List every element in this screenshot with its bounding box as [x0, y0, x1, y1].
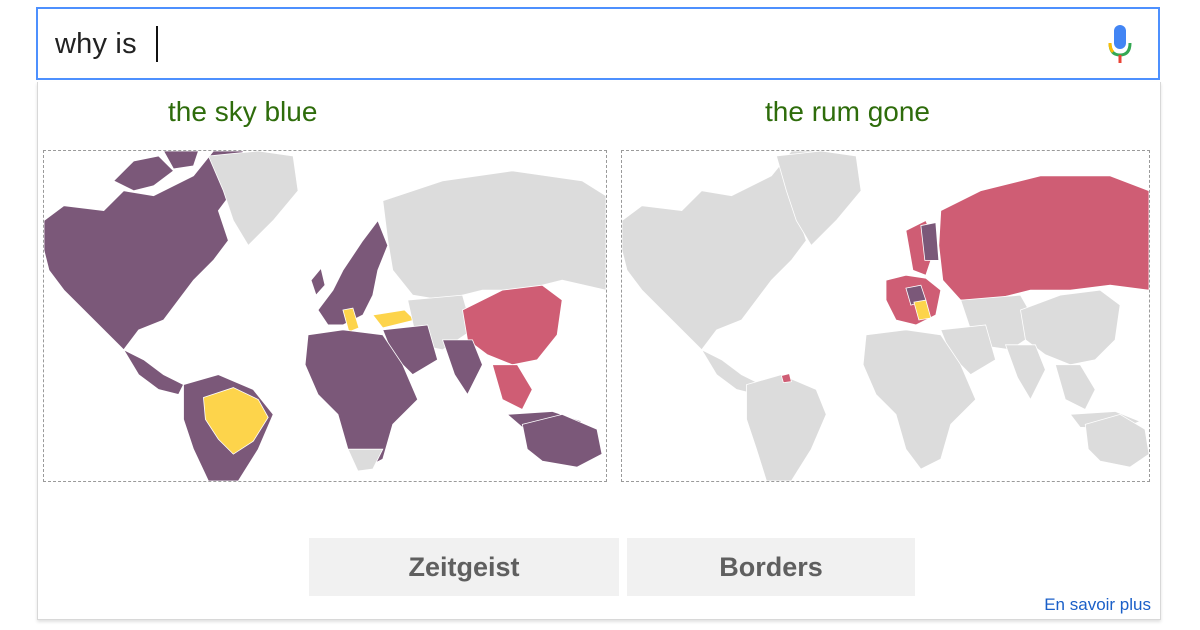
region-italy: [342, 307, 360, 333]
learn-more-link[interactable]: En savoir plus: [1044, 595, 1151, 614]
region-russia: [938, 175, 1149, 301]
region-africa: [862, 329, 977, 470]
microphone-icon[interactable]: [1107, 23, 1133, 67]
zeitgeist-button[interactable]: Zeitgeist: [309, 538, 619, 596]
region-north-america: [622, 151, 822, 351]
region-uk: [310, 267, 326, 296]
region-india: [442, 339, 483, 396]
map-rum-gone: [621, 150, 1150, 482]
search-input[interactable]: why is: [55, 28, 137, 60]
region-southern-africa: [347, 448, 384, 472]
region-russia: [382, 170, 606, 301]
region-turkey: [372, 309, 416, 329]
region-australia: [521, 413, 603, 468]
region-south-america: [746, 374, 827, 481]
suggestion-rum-gone[interactable]: the rum gone: [765, 96, 930, 127]
region-greenland: [207, 151, 299, 247]
map-sky-blue: [43, 150, 607, 482]
region-china: [462, 284, 563, 366]
region-southeast-asia: [491, 364, 533, 410]
borders-button[interactable]: Borders: [627, 538, 915, 596]
region-north-america: [44, 151, 244, 351]
region-guyana: [780, 373, 792, 384]
region-europe: [317, 219, 389, 326]
world-map-sky-blue: [44, 151, 606, 481]
world-map-rum-gone: [622, 151, 1149, 481]
suggestion-sky-blue[interactable]: the sky blue: [168, 96, 318, 127]
region-africa: [304, 329, 419, 470]
region-central-america: [122, 348, 185, 395]
region-greenland: [775, 151, 862, 247]
suggestion-panel: the sky blue the rum gone: [37, 82, 1161, 620]
region-balkans: [913, 299, 932, 321]
region-arctic-islands: [113, 151, 199, 192]
region-southeast-asia: [1054, 364, 1096, 410]
search-box[interactable]: why is: [36, 7, 1160, 80]
text-cursor: [156, 26, 158, 62]
region-brazil: [203, 387, 269, 455]
region-india: [1004, 344, 1046, 401]
region-australia: [1084, 413, 1149, 468]
region-finland: [920, 222, 940, 261]
